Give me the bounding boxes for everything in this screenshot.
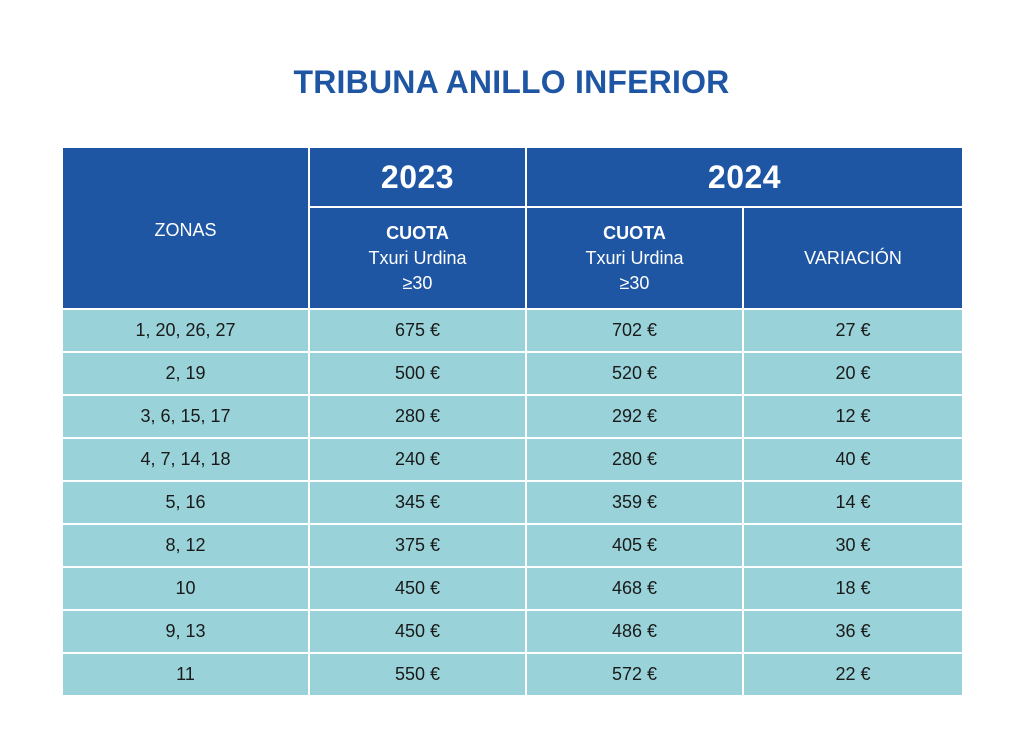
zonas-cell: 4, 7, 14, 18 (61, 437, 310, 482)
variacion-cell: 22 € (742, 652, 964, 697)
variacion-cell: 27 € (742, 308, 964, 353)
table-row: 9, 13 450 € 486 € 36 € (61, 609, 964, 654)
cuota-label: CUOTA (386, 222, 449, 243)
table-row: 1, 20, 26, 27 675 € 702 € 27 € (61, 308, 964, 353)
fees-table: ZONAS 2023 2024 CUOTA Txuri Urdina ≥30 C… (61, 146, 964, 697)
cuota-line2: Txuri Urdina (585, 247, 684, 268)
year-2023-header: 2023 (308, 146, 527, 208)
variacion-cell: 36 € (742, 609, 964, 654)
table-row: 8, 12 375 € 405 € 30 € (61, 523, 964, 568)
cuota-2024-cell: 702 € (525, 308, 744, 353)
year-2024-header: 2024 (525, 146, 964, 208)
cuota-line3: ≥30 (619, 272, 650, 293)
variacion-cell: 14 € (742, 480, 964, 525)
cuota-2023-cell: 450 € (308, 566, 527, 611)
cuota-2024-cell: 468 € (525, 566, 744, 611)
variacion-header: VARIACIÓN (742, 206, 964, 310)
cuota-line2: Txuri Urdina (368, 247, 467, 268)
cuota-2024-cell: 486 € (525, 609, 744, 654)
cuota-2023-cell: 450 € (308, 609, 527, 654)
table-row: 11 550 € 572 € 22 € (61, 652, 964, 697)
variacion-cell: 18 € (742, 566, 964, 611)
cuota-2023-cell: 280 € (308, 394, 527, 439)
cuota-2024-cell: 520 € (525, 351, 744, 396)
table-row: 4, 7, 14, 18 240 € 280 € 40 € (61, 437, 964, 482)
variacion-cell: 12 € (742, 394, 964, 439)
variacion-cell: 30 € (742, 523, 964, 568)
zonas-cell: 5, 16 (61, 480, 310, 525)
cuota-2024-cell: 292 € (525, 394, 744, 439)
cuota-2023-cell: 375 € (308, 523, 527, 568)
variacion-cell: 40 € (742, 437, 964, 482)
cuota-2023-cell: 345 € (308, 480, 527, 525)
zonas-cell: 9, 13 (61, 609, 310, 654)
cuota-2023-cell: 550 € (308, 652, 527, 697)
cuota-2023-header: CUOTA Txuri Urdina ≥30 (308, 206, 527, 310)
cuota-2024-cell: 405 € (525, 523, 744, 568)
cuota-2024-header: CUOTA Txuri Urdina ≥30 (525, 206, 744, 310)
variacion-cell: 20 € (742, 351, 964, 396)
cuota-2024-cell: 359 € (525, 480, 744, 525)
header-row-subcolumns: CUOTA Txuri Urdina ≥30 CUOTA Txuri Urdin… (62, 206, 964, 310)
cuota-2023-cell: 500 € (308, 351, 527, 396)
zonas-cell: 11 (61, 652, 310, 697)
page-title: TRIBUNA ANILLO INFERIOR (293, 64, 730, 100)
cuota-2024-cell: 572 € (525, 652, 744, 697)
cuota-line3: ≥30 (402, 272, 433, 293)
zonas-cell: 2, 19 (61, 351, 310, 396)
cuota-2023-cell: 675 € (308, 308, 527, 353)
zonas-cell: 10 (61, 566, 310, 611)
cuota-label: CUOTA (603, 222, 666, 243)
zonas-header: ZONAS (61, 146, 310, 310)
zonas-cell: 1, 20, 26, 27 (61, 308, 310, 353)
cuota-2024-cell: 280 € (525, 437, 744, 482)
table-row: 2, 19 500 € 520 € 20 € (61, 351, 964, 396)
zonas-cell: 3, 6, 15, 17 (61, 394, 310, 439)
header-row-years: ZONAS 2023 2024 (61, 146, 964, 310)
zonas-cell: 8, 12 (61, 523, 310, 568)
cuota-2023-cell: 240 € (308, 437, 527, 482)
table-row: 3, 6, 15, 17 280 € 292 € 12 € (61, 394, 964, 439)
table-row: 10 450 € 468 € 18 € (61, 566, 964, 611)
table-row: 5, 16 345 € 359 € 14 € (61, 480, 964, 525)
